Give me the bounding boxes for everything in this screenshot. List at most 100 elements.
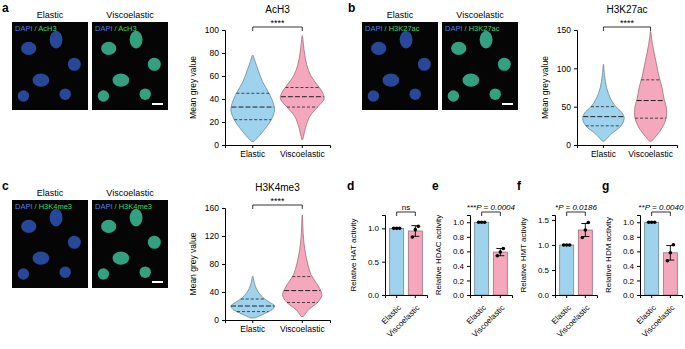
x-tick: Viscoelastic: [280, 145, 325, 159]
stain-part: DAPI: [365, 24, 383, 33]
y-tick-label: 0.5: [538, 266, 550, 275]
nucleus: [451, 42, 466, 55]
x-tick-mark: [415, 295, 416, 298]
y-tick: 120: [205, 231, 225, 241]
y-tick-label: 0.6: [453, 247, 465, 256]
quartile-line: [241, 299, 265, 300]
y-tick-mark: [637, 280, 640, 281]
nucleus: [18, 90, 29, 101]
violin: [283, 215, 322, 317]
nucleus: [21, 220, 36, 233]
image-label: Elastic: [37, 188, 64, 198]
y-tick-mark: [222, 145, 225, 146]
image-label: Viscoelastic: [456, 10, 504, 20]
x-tick-mark: [650, 145, 651, 148]
panel: d0.00.51.0Relative HAT activityElasticVi…: [347, 179, 428, 339]
y-tick-label: 1.0: [453, 218, 465, 227]
y-tick: 1.0: [368, 224, 385, 233]
p-value: P = 0.0186: [558, 203, 597, 212]
x-tick: Viscoelastic: [555, 295, 591, 339]
y-tick: 0.0: [368, 291, 385, 300]
violin: [231, 55, 275, 141]
y-tick-mark: [637, 222, 640, 223]
violin: [231, 277, 275, 318]
y-tick-label: 1.0: [623, 218, 635, 227]
x-tick-mark: [603, 145, 604, 148]
panel-letter: d: [347, 179, 354, 193]
data-point: [581, 236, 585, 240]
y-tick-label: 50: [562, 102, 572, 112]
data-point: [653, 220, 657, 224]
y-tick-mark: [574, 107, 577, 108]
bar: [390, 228, 404, 295]
x-axis-line: [386, 296, 428, 299]
y-tick-label: 0.2: [453, 277, 465, 286]
x-tick-label: Elastic: [240, 324, 266, 334]
median-line: [637, 100, 665, 101]
x-tick-mark: [585, 295, 586, 298]
nucleus: [498, 58, 511, 71]
y-axis-line: [467, 216, 471, 296]
nucleus: [148, 236, 161, 249]
y-tick-mark: [552, 295, 555, 296]
scale-bar: [152, 103, 163, 105]
y-tick: 80: [210, 48, 225, 58]
y-tick-mark: [222, 236, 225, 237]
significance-stars: ***: [467, 203, 476, 212]
data-point: [666, 259, 670, 263]
y-tick: 0.6: [623, 247, 640, 256]
x-axis-line: [641, 296, 683, 299]
significance-bracket: [652, 212, 671, 216]
nucleus: [113, 73, 130, 86]
quartile-line: [635, 118, 666, 119]
y-tick: 0.2: [623, 277, 640, 286]
x-tick-label: Viscoelastic: [280, 149, 325, 159]
y-tick-label: 0: [214, 140, 219, 150]
x-axis-line: [226, 321, 331, 324]
x-tick: Elastic: [240, 320, 266, 334]
data-point: [499, 250, 503, 254]
micrograph: [92, 22, 168, 110]
bar: [493, 252, 507, 295]
y-axis: 04080120160: [205, 203, 226, 325]
scale-bar: [152, 281, 163, 283]
panel-letter: b: [348, 1, 355, 15]
y-tick: 100: [557, 64, 577, 74]
panel: g0.00.20.40.60.81.0Relative HDM activity…: [602, 179, 684, 339]
nucleus: [33, 251, 50, 264]
stain-label: DAPI/ AcH3: [15, 24, 57, 33]
y-tick-label: 0.5: [368, 258, 380, 267]
y-tick-label: 0.2: [623, 277, 635, 286]
y-axis-title: Relative HAT activity: [349, 218, 358, 291]
y-axis: 050100150: [557, 25, 578, 150]
data-point: [672, 243, 676, 247]
figure: aElasticDAPI/ AcH3ViscoelasticDAPI/ AcH3…: [0, 0, 685, 349]
y-tick: 0.5: [538, 266, 555, 275]
quartile-line: [236, 93, 269, 94]
x-tick: Elastic: [591, 145, 617, 159]
median-line: [281, 96, 324, 97]
y-tick: 160: [205, 203, 225, 213]
data-point: [502, 247, 506, 251]
x-axis: ElasticViscoelastic: [226, 320, 331, 334]
y-tick-mark: [222, 76, 225, 77]
x-axis-line: [471, 296, 513, 299]
quartile-line: [641, 79, 660, 80]
panel-letter: f: [517, 179, 522, 193]
micrograph: [92, 200, 168, 288]
x-tick-label: Viscoelastic: [470, 303, 506, 339]
y-tick-label: 0.4: [623, 262, 635, 271]
y-tick-label: 60: [210, 71, 220, 81]
y-tick: 0.5: [368, 258, 385, 267]
y-tick-label: 0.0: [538, 291, 550, 300]
stain-part: / H3K27ac: [465, 24, 500, 33]
y-tick: 40: [210, 287, 225, 297]
micrograph: [362, 22, 438, 110]
y-tick-label: 1.0: [538, 241, 550, 250]
y-axis-line: [222, 31, 226, 146]
significance-label: ****: [620, 18, 635, 28]
nucleus: [418, 58, 431, 71]
plot-area: [231, 215, 322, 318]
data-point: [483, 220, 487, 224]
quartile-line: [285, 87, 319, 88]
